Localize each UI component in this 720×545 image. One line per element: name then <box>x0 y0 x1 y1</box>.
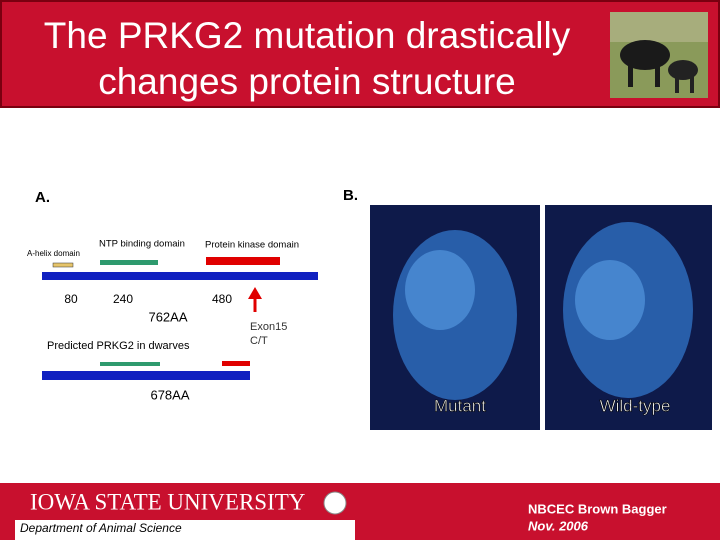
helix-domain <box>52 262 74 268</box>
protein-image <box>545 205 712 430</box>
domain-label: Protein kinase domain <box>205 240 299 251</box>
title: The PRKG2 mutation drastically <box>44 15 571 56</box>
image-caption: Wild-type <box>600 396 671 415</box>
seal <box>323 491 347 515</box>
header-band <box>0 0 720 108</box>
event: NBCEC Brown Bagger <box>528 501 667 516</box>
ntp-domain <box>100 260 158 265</box>
domain-label: A-helix domain <box>27 249 80 258</box>
position-label: 80 <box>64 292 78 306</box>
protein-image <box>370 205 540 430</box>
length-label: 678AA <box>150 387 189 402</box>
panel-label: A. <box>35 189 50 206</box>
cow-photo <box>610 12 708 98</box>
position-label: 480 <box>212 292 232 306</box>
position-label: 240 <box>113 292 133 306</box>
kinase-domain <box>222 361 250 366</box>
protein-bar <box>42 272 318 280</box>
length-label: 762AA <box>148 309 187 324</box>
domain-label: NTP binding domain <box>99 239 185 250</box>
kinase-domain <box>206 257 280 265</box>
mutation-arrow <box>248 287 262 312</box>
image-caption: Mutant <box>434 396 486 415</box>
panel-label: B. <box>343 187 358 204</box>
exon-label: C/T <box>250 335 268 347</box>
university-name: IOWA STATE UNIVERSITY <box>30 489 306 514</box>
caption: Predicted PRKG2 in dwarves <box>47 340 190 352</box>
department: Department of Animal Science <box>20 521 182 535</box>
protein-bar <box>42 371 250 380</box>
title: changes protein structure <box>98 61 516 102</box>
footer-strip <box>15 520 355 540</box>
date: Nov. 2006 <box>528 518 589 533</box>
exon-label: Exon15 <box>250 321 287 333</box>
ntp-domain <box>100 362 160 366</box>
